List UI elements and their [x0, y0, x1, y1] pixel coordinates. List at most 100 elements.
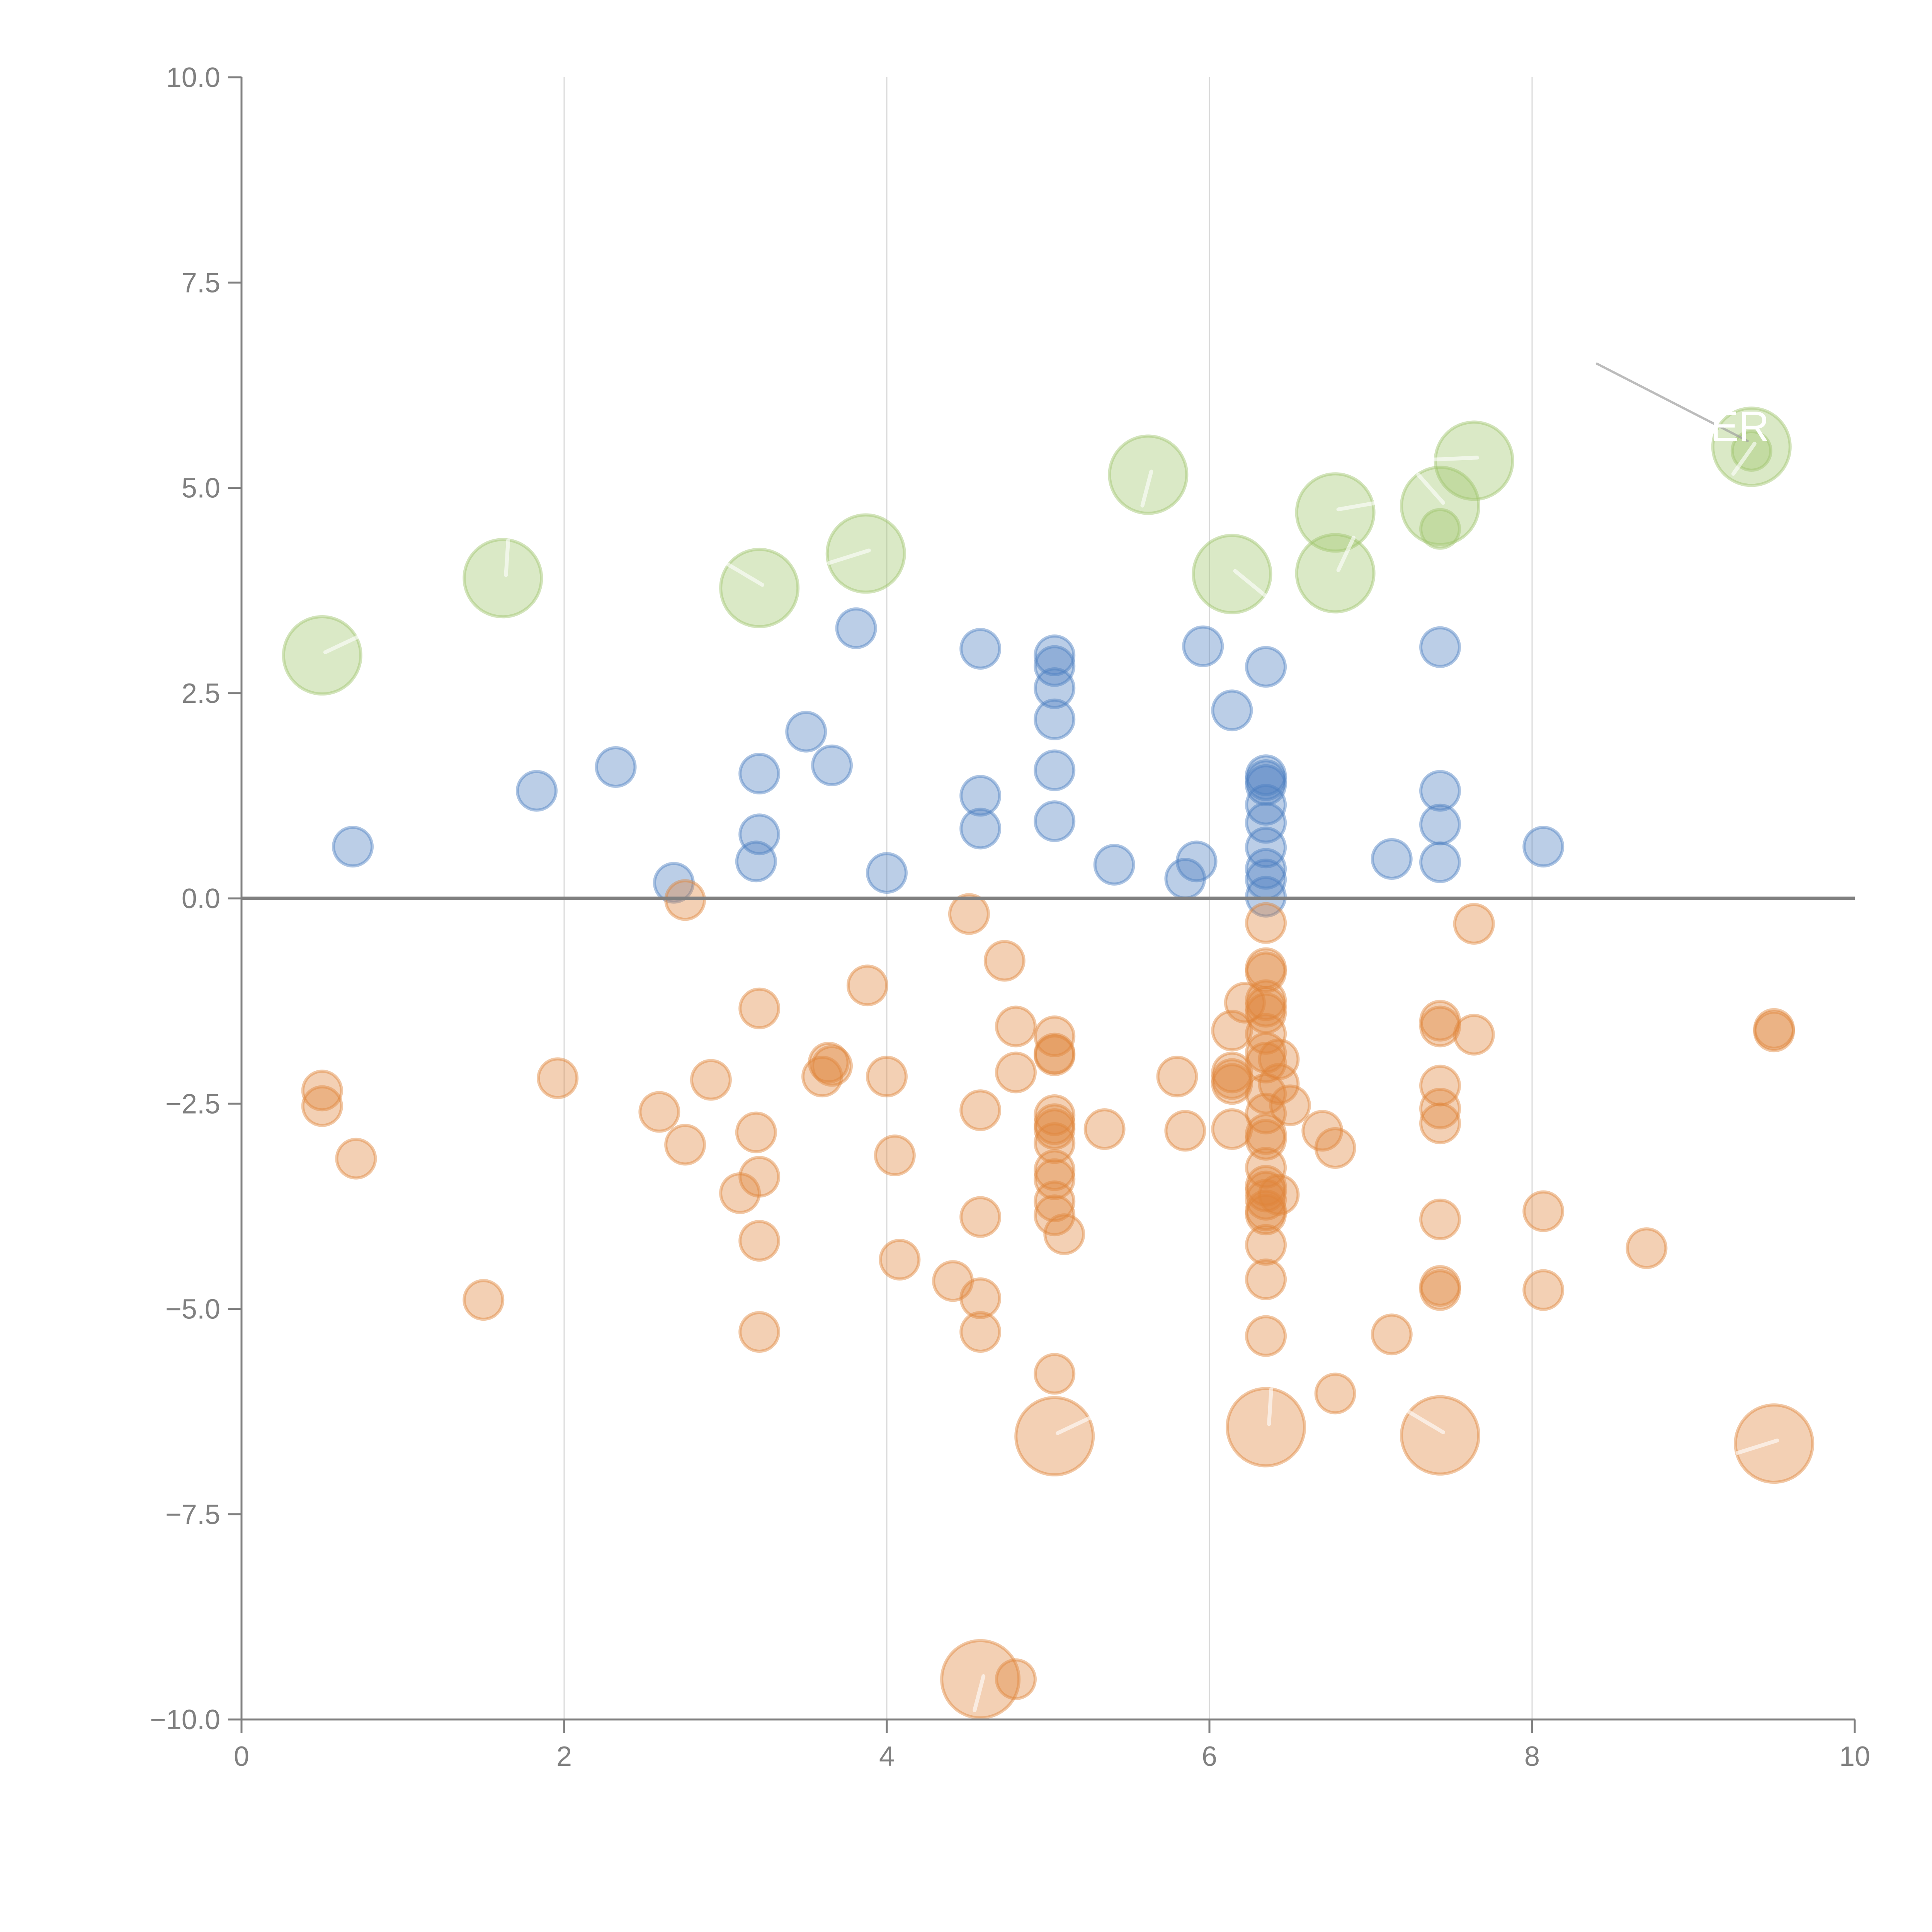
- negative-point: [1245, 986, 1287, 1028]
- positive-point: [735, 840, 777, 883]
- negative-point: [1034, 1149, 1076, 1191]
- label-leader-line: [323, 633, 364, 654]
- x-tick-label: 0: [234, 1741, 249, 1772]
- negative-point: [932, 1260, 974, 1302]
- positive-point: [1093, 844, 1135, 886]
- negative-point: [1034, 1103, 1076, 1145]
- x-tick-label: 10: [1839, 1741, 1870, 1772]
- negative-point: [1245, 902, 1287, 944]
- labeled-point: [1295, 472, 1376, 553]
- negative-point: [1156, 1056, 1198, 1098]
- positive-point: [595, 746, 637, 788]
- labeled-negative-point: [1014, 1396, 1095, 1476]
- negative-point: [1301, 1110, 1344, 1152]
- labeled-point: [463, 538, 543, 619]
- negative-point: [1753, 1008, 1795, 1050]
- x-tick-label: 2: [556, 1741, 572, 1772]
- negative-point: [1164, 1110, 1206, 1152]
- negative-point: [1269, 1084, 1311, 1126]
- negative-point: [1034, 1015, 1076, 1057]
- label-leader-line: [726, 562, 765, 587]
- positive-point: [1034, 698, 1076, 740]
- negative-point: [1419, 1265, 1461, 1307]
- labeled-negative-point: [1226, 1387, 1306, 1468]
- positive-point: [835, 607, 877, 649]
- labeled-point: [719, 548, 800, 628]
- positive-point: [1245, 827, 1287, 869]
- positive-point: [811, 744, 853, 786]
- data-points: [282, 406, 1815, 1719]
- positive-point: [1522, 826, 1565, 868]
- positive-point: [1245, 646, 1287, 688]
- negative-point: [983, 940, 1026, 982]
- negative-point: [1211, 1063, 1253, 1105]
- negative-point: [1245, 1259, 1287, 1300]
- negative-point: [1245, 1165, 1287, 1207]
- label-leader-line: [1336, 536, 1356, 572]
- positive-point: [1034, 800, 1076, 842]
- negative-point: [1258, 1038, 1300, 1080]
- negative-point: [1034, 1158, 1076, 1200]
- negative-point: [1245, 1113, 1287, 1155]
- negative-point: [811, 1045, 853, 1087]
- negative-point: [1034, 1122, 1076, 1164]
- y-tick-label: 2.5: [182, 678, 220, 709]
- negative-point: [1245, 1147, 1287, 1189]
- negative-point: [638, 1091, 680, 1133]
- positive-point: [1034, 667, 1076, 709]
- labeled-point: [282, 615, 362, 696]
- negative-point: [463, 1279, 505, 1321]
- negative-point: [1453, 903, 1495, 945]
- negative-point: [1453, 1014, 1495, 1056]
- negative-point: [738, 987, 781, 1029]
- positive-point: [516, 770, 558, 812]
- positive-point: [1245, 759, 1287, 801]
- negative-point: [537, 1057, 579, 1099]
- negative-point: [1245, 1194, 1287, 1236]
- positive-point: [959, 628, 1002, 670]
- positive-point: [1245, 802, 1287, 844]
- label-leader-line: [827, 548, 871, 565]
- negative-point: [1245, 951, 1287, 993]
- negative-point: [301, 1070, 343, 1112]
- negative-point: [1083, 1108, 1126, 1150]
- positive-point: [1034, 749, 1076, 791]
- negative-point: [959, 1196, 1002, 1238]
- negative-point: [959, 1089, 1002, 1131]
- negative-point: [1314, 1127, 1356, 1169]
- label-leader-line: [1233, 569, 1267, 598]
- negative-point: [735, 1111, 777, 1153]
- negative-point: [1626, 1227, 1668, 1269]
- negative-point: [1419, 1000, 1461, 1042]
- label-leader-line: [973, 1674, 986, 1712]
- negative-point: [1258, 1063, 1300, 1105]
- positive-point: [1419, 626, 1461, 668]
- positive-point: [1419, 841, 1461, 883]
- point-labels: ER: [323, 362, 1779, 1712]
- negative-point: [1245, 1315, 1287, 1357]
- labeled-point: [825, 513, 906, 594]
- positive-point: [1175, 840, 1218, 883]
- negative-point: [1034, 1194, 1076, 1236]
- positive-point: [1371, 838, 1413, 880]
- negative-point: [1419, 1005, 1461, 1048]
- positive-point: [1245, 754, 1287, 796]
- positive-point: [959, 808, 1002, 850]
- negative-point: [866, 1056, 908, 1098]
- negative-point: [995, 1005, 1037, 1048]
- negative-point: [1419, 1198, 1461, 1240]
- negative-point: [1245, 1032, 1287, 1074]
- y-tick-label: 0.0: [182, 883, 220, 914]
- negative-point: [690, 1059, 732, 1101]
- negative-point: [1245, 1119, 1287, 1161]
- negative-point: [1371, 1313, 1413, 1355]
- label-leader-line: [1416, 473, 1446, 505]
- y-tick-label: −5.0: [165, 1294, 220, 1325]
- negative-point: [874, 1134, 916, 1177]
- negative-point: [1419, 1269, 1461, 1311]
- negative-point: [1034, 1034, 1076, 1076]
- negative-point: [1245, 992, 1287, 1034]
- annotation-leader-line: [1595, 362, 1749, 442]
- positive-point: [1034, 645, 1076, 687]
